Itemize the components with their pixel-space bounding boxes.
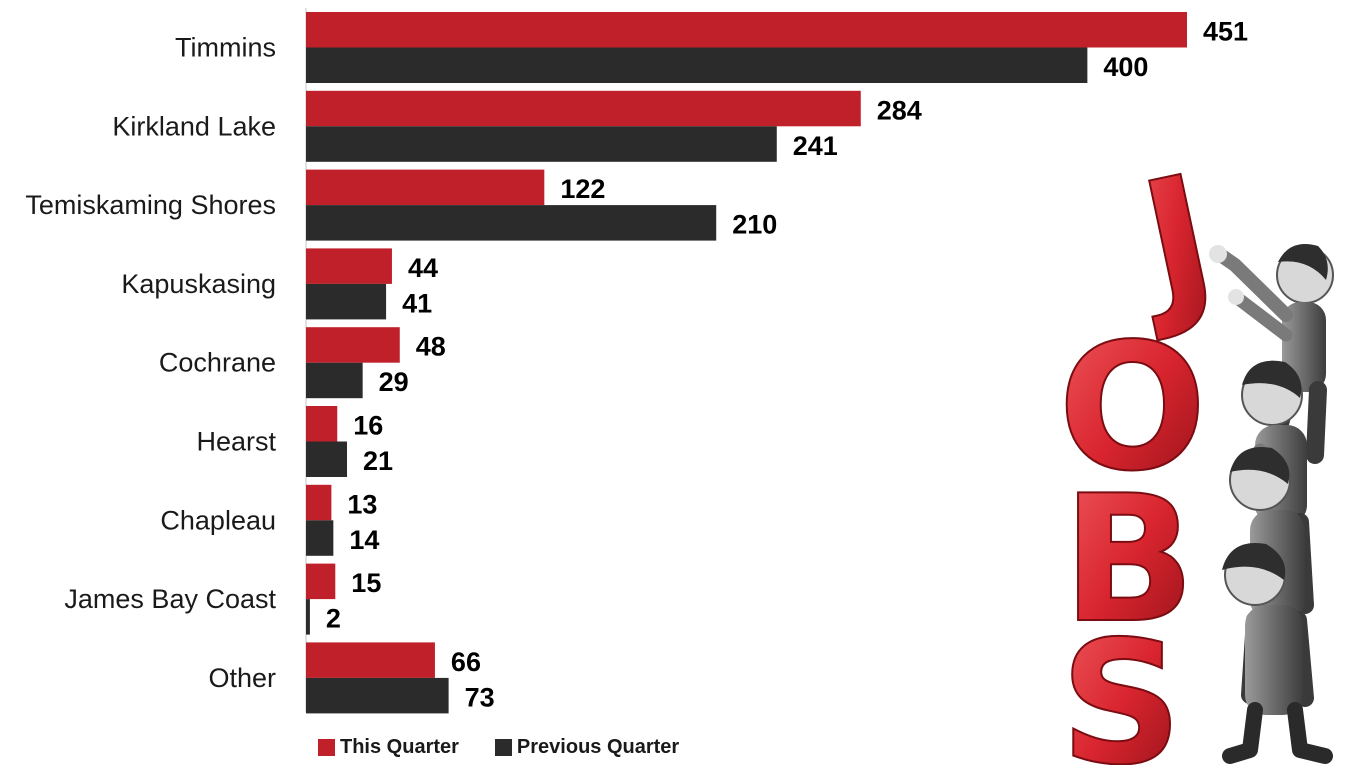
bar-this-quarter-james-bay-coast bbox=[306, 563, 336, 600]
bar-group bbox=[306, 12, 1187, 714]
bar-this-quarter-other bbox=[306, 642, 435, 678]
category-label-hearst: Hearst bbox=[196, 427, 276, 457]
value-label-previous-quarter-other: 73 bbox=[465, 682, 495, 712]
value-label-previous-quarter-temiskaming-shores: 210 bbox=[732, 210, 777, 240]
legend-item-this-quarter: This Quarter bbox=[318, 736, 459, 759]
value-label-this-quarter-cochrane: 48 bbox=[416, 332, 446, 362]
category-label-cochrane: Cochrane bbox=[159, 348, 276, 378]
bar-previous-quarter-chapleau bbox=[306, 520, 334, 556]
value-label-previous-quarter-kapuskasing: 41 bbox=[402, 288, 432, 318]
value-label-this-quarter-james-bay-coast: 15 bbox=[351, 568, 381, 598]
bar-previous-quarter-hearst bbox=[306, 441, 348, 477]
value-label-this-quarter-timmins: 451 bbox=[1203, 17, 1248, 47]
bar-this-quarter-cochrane bbox=[306, 327, 400, 363]
figure-bottom bbox=[1222, 543, 1333, 764]
category-label-timmins: Timmins bbox=[175, 33, 276, 63]
category-label-other: Other bbox=[208, 663, 276, 693]
bar-previous-quarter-kirkland-lake bbox=[306, 126, 777, 162]
bar-this-quarter-kirkland-lake bbox=[306, 90, 861, 127]
legend-label-previous-quarter: Previous Quarter bbox=[516, 736, 680, 758]
bar-this-quarter-timmins bbox=[306, 12, 1187, 48]
value-label-this-quarter-chapleau: 13 bbox=[347, 489, 377, 519]
value-label-previous-quarter-hearst: 21 bbox=[363, 446, 393, 476]
value-label-this-quarter-kirkland-lake: 284 bbox=[877, 95, 922, 125]
bar-previous-quarter-cochrane bbox=[306, 362, 363, 399]
letter-s: S bbox=[1060, 605, 1182, 765]
value-label-previous-quarter-timmins: 400 bbox=[1103, 52, 1148, 82]
category-label-james-bay-coast: James Bay Coast bbox=[64, 584, 276, 614]
value-label-previous-quarter-james-bay-coast: 2 bbox=[326, 604, 341, 634]
value-label-this-quarter-kapuskasing: 44 bbox=[408, 253, 438, 283]
legend-swatch-previous-quarter bbox=[494, 739, 512, 756]
legend-swatch-this-quarter bbox=[318, 739, 335, 756]
bar-previous-quarter-temiskaming-shores bbox=[306, 205, 717, 241]
category-label-kirkland-lake: Kirkland Lake bbox=[112, 111, 276, 141]
value-label-this-quarter-other: 66 bbox=[451, 647, 481, 677]
letter-b: B bbox=[1062, 459, 1195, 662]
value-label-this-quarter-hearst: 16 bbox=[353, 411, 383, 441]
category-label-chapleau: Chapleau bbox=[160, 505, 276, 535]
bar-previous-quarter-other bbox=[306, 677, 449, 714]
value-label-this-quarter-temiskaming-shores: 122 bbox=[560, 174, 605, 204]
category-label-kapuskasing: Kapuskasing bbox=[121, 269, 276, 299]
value-label-previous-quarter-chapleau: 14 bbox=[349, 525, 379, 555]
bar-this-quarter-temiskaming-shores bbox=[306, 169, 545, 206]
bar-this-quarter-chapleau bbox=[306, 484, 332, 521]
value-label-previous-quarter-cochrane: 29 bbox=[379, 367, 409, 397]
legend-item-previous-quarter: Previous Quarter bbox=[494, 736, 680, 759]
bar-previous-quarter-kapuskasing bbox=[306, 283, 387, 320]
legend: This Quarter Previous Quarter bbox=[318, 736, 679, 759]
category-label-temiskaming-shores: Temiskaming Shores bbox=[25, 190, 276, 220]
letter-o: O bbox=[1058, 307, 1207, 510]
jobs-teamwork-illustration: J O B S bbox=[1057, 150, 1334, 765]
bar-previous-quarter-james-bay-coast bbox=[306, 599, 310, 635]
bar-this-quarter-hearst bbox=[306, 406, 338, 442]
value-label-previous-quarter-kirkland-lake: 241 bbox=[793, 131, 838, 161]
legend-label-this-quarter: This Quarter bbox=[340, 736, 459, 758]
bar-previous-quarter-timmins bbox=[306, 47, 1088, 83]
bar-this-quarter-kapuskasing bbox=[306, 248, 392, 284]
